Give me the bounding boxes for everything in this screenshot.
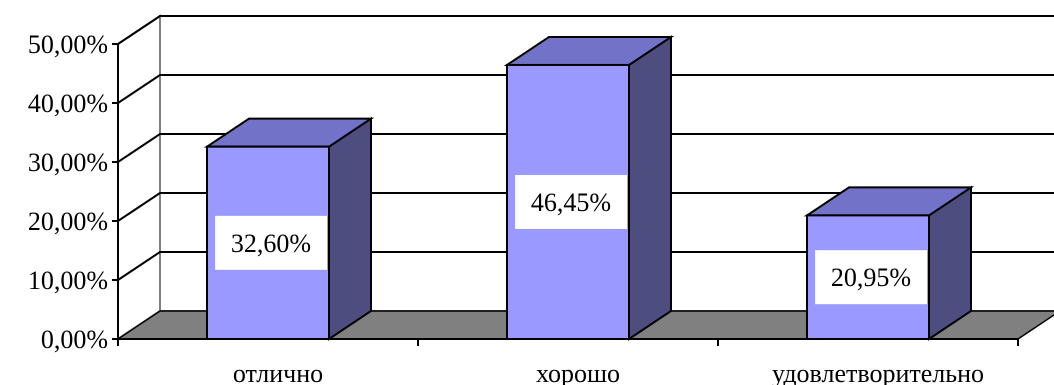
data-label: 46,45% [531, 188, 611, 217]
gridline [117, 192, 1054, 222]
data-label-box [515, 174, 627, 229]
y-tick-label: 30,00% [28, 148, 108, 177]
bar-side [328, 116, 372, 341]
gridline [117, 133, 1054, 163]
y-tick-label: 40,00% [28, 89, 108, 118]
y-tick-label: 10,00% [28, 266, 108, 295]
gridline [117, 74, 1054, 104]
data-label-box [815, 250, 927, 305]
bar-side [628, 35, 672, 341]
x-category-label: хорошо [536, 359, 620, 385]
x-category-label: отлично [233, 359, 323, 385]
data-label-box [215, 215, 327, 270]
y-tick-label: 20,00% [28, 207, 108, 236]
y-tick-label: 0,00% [41, 325, 108, 354]
gridline [117, 251, 1054, 281]
gridline [117, 15, 1054, 45]
y-tick-label: 50,00% [28, 30, 108, 59]
data-label: 20,95% [831, 263, 911, 292]
data-label: 32,60% [231, 229, 311, 258]
side-wall [117, 14, 161, 341]
x-category-label: удовлетворительно [772, 359, 984, 385]
